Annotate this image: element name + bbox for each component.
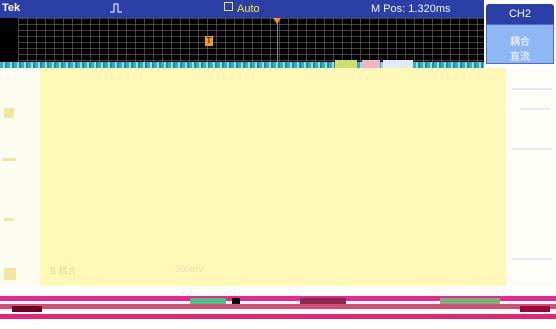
status-indicator-icon (224, 2, 233, 11)
trace-glitch (362, 60, 380, 69)
menu-band (0, 304, 556, 309)
channel-menu-title: CH2 (486, 4, 554, 24)
side-menu: CH2 耦合 直流 (484, 0, 556, 68)
waveform-graticule (40, 68, 506, 286)
menu-button[interactable] (300, 298, 346, 304)
menu-button[interactable] (190, 298, 226, 304)
volts-per-div-readout: 500mV (175, 264, 204, 274)
menu-button[interactable] (440, 298, 500, 304)
record-overview: T (18, 18, 484, 66)
bottom-menu-bar (0, 286, 556, 329)
menu-button[interactable] (12, 306, 42, 312)
ground-marker (4, 108, 14, 118)
trigger-position-icon (273, 18, 281, 24)
waveform-trace (0, 62, 505, 68)
menu-band (0, 314, 556, 319)
ground-marker (4, 218, 14, 221)
menu-button[interactable] (520, 306, 550, 312)
screen-right-margin (506, 68, 556, 286)
trigger-edge-icon (110, 3, 122, 13)
coupling-title: 耦合 (510, 37, 530, 48)
horizontal-position-readout: M Pos: 1.320ms (371, 3, 451, 15)
overview-center-line (277, 18, 278, 66)
menu-button[interactable] (232, 298, 240, 304)
expansion-marker-icon: T (205, 36, 213, 46)
acquisition-status: Auto (224, 2, 260, 15)
trace-glitch (383, 60, 413, 69)
side-menu-ghost (512, 258, 552, 260)
side-menu-ghost (512, 88, 552, 90)
menu-band (0, 296, 556, 301)
trigger-status-label: Auto (237, 3, 260, 15)
trace-glitch (335, 60, 357, 69)
brand-logo: Tek (2, 2, 21, 14)
coupling-button[interactable]: 耦合 直流 (486, 24, 554, 64)
channel-readout: B 耦合 500mV (40, 262, 506, 286)
screen-left-margin (0, 68, 40, 288)
overview-left-margin (0, 18, 18, 66)
side-menu-ghost (520, 108, 550, 110)
ground-marker (2, 158, 16, 161)
ground-marker (4, 268, 16, 280)
channel-coupling-readout: B 耦合 (50, 266, 77, 276)
coupling-value: 直流 (510, 52, 530, 63)
top-status-bar: Tek Auto M Pos: 1.320ms (0, 0, 484, 18)
side-menu-ghost (512, 148, 552, 150)
